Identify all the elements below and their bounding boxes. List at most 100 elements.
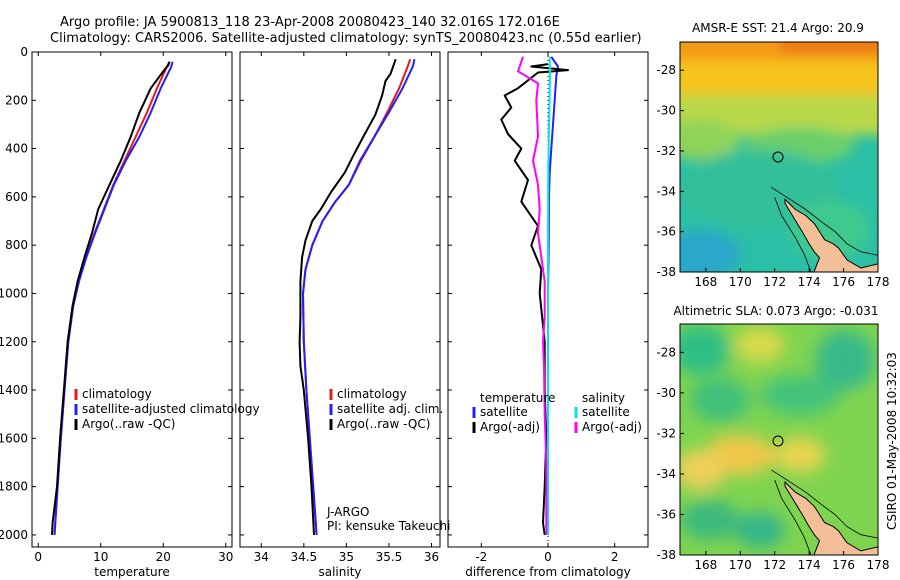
depth-tick-label: 1600 — [0, 431, 28, 445]
difference-series-salinity-argo-adj- — [517, 56, 548, 535]
depth-tick-label: 1200 — [0, 335, 28, 349]
sst-y-tick-label: -30 — [656, 104, 676, 118]
sla-map-frame — [679, 323, 879, 556]
sla-y-tick-label: -34 — [656, 467, 676, 481]
depth-tick-label: 1800 — [0, 480, 28, 494]
sst-x-tick-label: 178 — [867, 275, 890, 289]
sst-x-tick-label: 168 — [694, 275, 717, 289]
sst-y-tick-label: -28 — [656, 63, 676, 77]
depth-tick-label: 1400 — [0, 383, 28, 397]
sst-y-tick-label: -32 — [656, 144, 676, 158]
salinity-legend-label: Argo(..raw -QC) — [337, 417, 430, 431]
depth-tick-label: 200 — [5, 93, 28, 107]
temperature-series-climatology — [53, 61, 171, 535]
depth-tick-label: 1000 — [0, 286, 28, 300]
sst-y-tick-label: -38 — [656, 265, 676, 279]
difference-legend-label: Argo(-adj) — [582, 420, 642, 434]
salinity-series-satellite-adj-clim- — [302, 58, 416, 535]
sst-float-marker — [772, 151, 784, 163]
salinity-x-axis-label: salinity — [318, 565, 361, 579]
difference-x-tick-label: -2 — [475, 550, 487, 564]
difference-legend-label: Argo(-adj) — [480, 420, 540, 434]
difference-legend-label: satellite — [582, 405, 630, 419]
sla-y-tick-label: -36 — [656, 507, 676, 521]
float-pi-label: PI: kensuke Takeuchi — [327, 519, 450, 533]
sst-y-tick-label: -34 — [656, 184, 676, 198]
sla-map-title: Altimetric SLA: 0.073 Argo: -0.031 — [673, 304, 878, 318]
depth-tick-label: 800 — [5, 238, 28, 252]
temperature-plot-frame — [31, 51, 233, 548]
difference-x-tick-label: 0 — [544, 550, 552, 564]
salinity-x-tick-label: 34 — [254, 550, 269, 564]
header-line-1: Argo profile: JA 5900813_118 23-Apr-2008… — [60, 15, 560, 30]
float-program-label: J-ARGO — [326, 505, 369, 519]
sst-map: 168 170 172 174 176 178 -28 -30 -32 -34 -36 -38 — [656, 41, 890, 289]
temperature-x-tick-label: 10 — [93, 550, 108, 564]
salinity-legend-label: satellite adj. clim. — [337, 402, 443, 416]
sst-x-tick-label: 172 — [763, 275, 786, 289]
sla-map: 168 170 172 174 176 178 -28 -30 -32 -34 -36 -38 — [656, 323, 890, 572]
timestamp-side-label: CSIRO 01-May-2008 10:32:03 — [885, 352, 899, 530]
depth-tick-label: 0 — [20, 45, 28, 59]
sst-map-title: AMSR-E SST: 21.4 Argo: 20.9 — [692, 21, 864, 35]
sla-x-tick-label: 174 — [798, 558, 821, 572]
salinity-x-tick-label: 36 — [424, 550, 439, 564]
sla-nz-coastline — [771, 469, 878, 555]
sla-y-tick-label: -28 — [656, 345, 676, 359]
depth-tick-label: 400 — [5, 142, 28, 156]
temperature-x-axis-label: temperature — [94, 565, 169, 579]
sla-depth-contour-west — [774, 479, 812, 555]
temperature-series-argo-raw-qc- — [51, 61, 171, 535]
sla-x-tick-label: 172 — [763, 558, 786, 572]
difference-series-salinity-satellite — [547, 56, 551, 535]
sst-nz-coastline — [771, 186, 878, 272]
sla-field — [680, 324, 878, 555]
temperature-series-satellite-adjusted-climatology — [53, 61, 174, 535]
temperature-legend-label: satellite-adjusted climatology — [82, 402, 260, 416]
difference-x-axis-label: difference from climatology — [465, 565, 631, 579]
salinity-x-tick-label: 35.5 — [376, 550, 403, 564]
sst-depth-contour-west — [774, 197, 812, 272]
sla-x-tick-label: 178 — [867, 558, 890, 572]
sla-x-tick-label: 176 — [832, 558, 855, 572]
salinity-plot-frame — [239, 51, 441, 548]
sla-float-marker — [772, 435, 784, 447]
sst-map-frame — [679, 41, 879, 273]
temperature-x-tick-label: 0 — [34, 550, 42, 564]
sla-y-tick-label: -32 — [656, 426, 676, 440]
sla-x-tick-label: 168 — [694, 558, 717, 572]
sla-x-tick-label: 170 — [729, 558, 752, 572]
temperature-panel: 0 10 20 30 temperature 0 200 400 600 800 1000 1200 1… — [0, 45, 260, 579]
temperature-legend-label: climatology — [82, 387, 152, 401]
sla-land — [784, 480, 878, 555]
sst-y-tick-label: -36 — [656, 225, 676, 239]
temperature-legend-label: Argo(..raw -QC) — [82, 417, 175, 431]
sst-x-tick-label: 174 — [798, 275, 821, 289]
temperature-x-tick-label: 20 — [156, 550, 171, 564]
sst-x-tick-label: 170 — [729, 275, 752, 289]
sst-field — [680, 42, 878, 272]
salinity-legend-label: climatology — [337, 387, 407, 401]
sla-y-tick-label: -30 — [656, 386, 676, 400]
depth-tick-label: 600 — [5, 190, 28, 204]
sst-land — [784, 198, 878, 272]
salinity-x-tick-label: 35 — [339, 550, 354, 564]
sla-y-tick-label: -38 — [656, 548, 676, 562]
depth-tick-label: 2000 — [0, 528, 28, 542]
salinity-series-argo-raw-qc- — [298, 58, 397, 535]
difference-legend-header-salinity: salinity — [582, 391, 625, 405]
difference-series-temperature-argo-adj- — [500, 63, 569, 536]
salinity-x-tick-label: 34.5 — [290, 550, 317, 564]
temperature-x-tick-label: 30 — [218, 550, 233, 564]
difference-x-tick-label: 2 — [611, 550, 619, 564]
difference-legend-label: satellite — [480, 405, 528, 419]
sst-depth-contour — [771, 186, 878, 256]
salinity-series-climatology — [302, 58, 412, 535]
sla-depth-contour — [771, 469, 878, 539]
difference-legend-header-temperature: temperature — [480, 391, 555, 405]
header-line-2: Climatology: CARS2006. Satellite-adjuste… — [50, 31, 642, 46]
sst-x-tick-label: 176 — [832, 275, 855, 289]
salinity-panel: 34 34.5 35 35.5 36 salinity climatologysatelli… — [239, 51, 443, 579]
